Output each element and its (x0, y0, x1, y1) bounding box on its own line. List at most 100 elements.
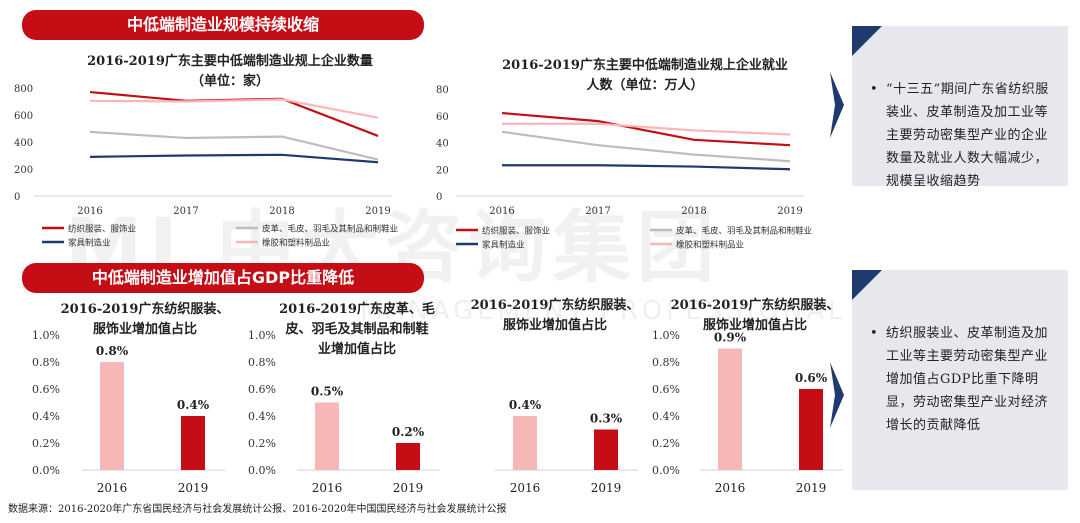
line-chart-1-ytick: 0 (14, 192, 20, 203)
line-chart-1-xtick: 2016 (77, 206, 102, 217)
line-chart-2-legend-label-2: 皮革、毛皮、羽毛及其制品和制鞋业 (676, 226, 812, 237)
bar-chart-1-title-line2: 服饰业增加值占比 (92, 322, 197, 337)
bullet-2: • (870, 326, 879, 341)
section-banner-gdp: 中低端制造业增加值占GDP比重降低 (22, 263, 424, 293)
bar-chart-3-title-line1: 2016-2019广东纺织服装、 (470, 298, 640, 313)
bar-chart-4-label-2016: 0.9% (714, 331, 747, 345)
bar-chart-3-bar-2019 (594, 429, 618, 470)
line-chart-1-xtick: 2019 (365, 206, 390, 217)
line-chart-1-legend-label-3: 家具制造业 (68, 238, 111, 249)
bar-chart-2-ytick: 0.0% (248, 464, 276, 477)
line-chart-1-title-line2: （单位：家） (190, 74, 269, 89)
bar-chart-1-title-line1: 2016-2019广东纺织服装、 (60, 302, 230, 317)
bar-chart-2-ytick: 0.8% (248, 356, 276, 369)
bar-chart-4-xtick-2019: 2019 (796, 481, 827, 495)
bar-chart-3-label-2016: 0.4% (509, 398, 542, 412)
line-chart-1-series-4 (89, 98, 379, 119)
bar-chart-2-title-line2: 皮、羽毛及其制品和制鞋 (285, 322, 429, 337)
line-chart-1-title-line1: 2016-2019广东主要中低端制造业规上企业数量 (87, 54, 373, 69)
bar-chart-3-title: 2016-2019广东纺织服装、 服饰业增加值占比 (460, 296, 650, 336)
bullet-1: • (870, 82, 879, 97)
bar-chart-1-title: 2016-2019广东纺织服装、 服饰业增加值占比 (50, 300, 240, 340)
line-chart-2-ytick: 60 (436, 112, 449, 123)
bar-chart-1-ytick: 0.2% (32, 437, 60, 450)
line-chart-2-series-2 (501, 130, 791, 163)
line-chart-1-title: 2016-2019广东主要中低端制造业规上企业数量 （单位：家） (40, 52, 420, 92)
side-note-2: • 纺织服装业、皮革制造及加工业等主要劳动密集型产业增加值占GDP比重下降明显，劳… (870, 322, 1060, 437)
line-chart-1-ytick: 600 (14, 111, 33, 122)
line-chart-2-ytick: 40 (436, 139, 449, 150)
bar-chart-1-xtick-2019: 2019 (178, 481, 209, 495)
line-chart-1-ytick: 200 (14, 165, 33, 176)
bar-chart-2-bar-2016 (315, 402, 339, 470)
line-chart-2-legend-label-4: 橡胶和塑料制品业 (676, 240, 744, 251)
bar-chart-4-label-2019: 0.6% (795, 371, 828, 385)
bar-chart-2-bar-2019 (396, 443, 420, 470)
line-chart-2-title-line1: 2016-2019广东主要中低端制造业规上企业就业 (502, 58, 788, 73)
side-note-1-text: “十三五”期间广东省纺织服装业、皮革制造及加工业等主要劳动密集型产业的企业数量及… (886, 82, 1049, 189)
line-chart-1-ytick: 400 (14, 138, 33, 149)
bar-chart-1-ytick: 0.0% (32, 464, 60, 477)
line-chart-1-series-1 (89, 90, 379, 137)
bar-chart-2-label-2019: 0.2% (392, 425, 425, 439)
bar-chart-1-ytick: 1.0% (32, 329, 60, 342)
bar-chart-4-ytick: 0.8% (652, 356, 680, 369)
line-chart-2-ytick: 20 (436, 165, 449, 176)
line-chart-2-xtick: 2016 (489, 206, 514, 217)
side-note-box-2 (852, 270, 1068, 490)
line-chart-2-series-3 (502, 164, 791, 171)
bar-chart-2-ytick: 0.4% (248, 410, 276, 423)
bar-chart-1-label-2016: 0.8% (96, 344, 129, 358)
side-note-corner-2 (852, 270, 882, 300)
bar-chart-2-title: 2016-2019广东皮革、毛 皮、羽毛及其制品和制鞋 业增加值占比 (262, 300, 452, 360)
line-chart-2-title-line2: 人数（单位：万人） (586, 78, 704, 93)
line-chart-2-ytick: 80 (436, 85, 449, 96)
line-chart-2-legend-label-1: 纺织服装、服饰业 (482, 226, 550, 237)
line-chart-2-xtick: 2017 (585, 206, 610, 217)
bar-chart-4-ytick: 0.0% (652, 464, 680, 477)
bar-chart-2-title-line1: 2016-2019广东皮革、毛 (279, 302, 435, 317)
line-chart-1-series-2 (89, 130, 379, 161)
line-chart-2-series-1 (501, 111, 791, 147)
line-chart-1-legend-label-2: 皮革、毛皮、羽毛及其制品和制鞋业 (262, 224, 398, 235)
line-chart-1-legend-label-4: 橡胶和塑料制品业 (262, 238, 330, 249)
chevron-right-icon-2 (830, 362, 844, 428)
line-chart-2-legend-label-3: 家具制造业 (482, 240, 525, 251)
bar-chart-3-xtick-2016: 2016 (510, 481, 541, 495)
line-chart-1-xtick: 2018 (269, 206, 294, 217)
bar-chart-3-xtick-2019: 2019 (591, 481, 622, 495)
bar-chart-4-ytick: 0.6% (652, 383, 680, 396)
side-note-2-text: 纺织服装业、皮革制造及加工业等主要劳动密集型产业增加值占GDP比重下降明显，劳动… (886, 326, 1049, 433)
side-note-box-1 (852, 26, 1068, 186)
bar-chart-4-ytick: 0.2% (652, 437, 680, 450)
chevron-right-icon (830, 72, 844, 138)
line-chart-2-ytick: 0 (436, 192, 442, 203)
bar-chart-4-title-line2: 服饰业增加值占比 (702, 318, 807, 333)
bar-chart-1-bar-2016 (100, 362, 124, 470)
line-chart-1-legend-label-1: 纺织服装、服饰业 (68, 224, 136, 235)
bar-chart-4-xtick-2016: 2016 (715, 481, 746, 495)
bar-chart-1-ytick: 0.6% (32, 383, 60, 396)
line-chart-2-series-4 (502, 122, 791, 136)
line-chart-1-xtick: 2017 (173, 206, 198, 217)
bar-chart-1-label-2019: 0.4% (177, 398, 210, 412)
line-chart-2-xtick: 2018 (681, 206, 706, 217)
bar-chart-1-ytick: 0.4% (32, 410, 60, 423)
side-note-1: • “十三五”期间广东省纺织服装业、皮革制造及加工业等主要劳动密集型产业的企业数量… (870, 78, 1060, 193)
bar-chart-4-ytick: 1.0% (652, 329, 680, 342)
bar-chart-4-ytick: 0.4% (652, 410, 680, 423)
bar-chart-3-label-2019: 0.3% (590, 412, 623, 426)
bar-chart-4-title-line1: 2016-2019广东纺织服装、 (670, 298, 840, 313)
bar-chart-1-bar-2019 (181, 416, 205, 470)
line-chart-1-series-3 (89, 153, 379, 164)
bar-chart-2-xtick-2019: 2019 (393, 481, 424, 495)
line-chart-1-ytick: 800 (14, 84, 33, 95)
bar-chart-1-ytick: 0.8% (32, 356, 60, 369)
bar-chart-2-xtick-2016: 2016 (312, 481, 343, 495)
bar-chart-4-bar-2016 (718, 348, 742, 470)
bar-chart-2-title-line3: 业增加值占比 (317, 342, 396, 357)
bar-chart-3-bar-2016 (513, 416, 537, 470)
bar-chart-4-title: 2016-2019广东纺织服装、 服饰业增加值占比 (660, 296, 850, 336)
bar-chart-2-ytick: 1.0% (248, 329, 276, 342)
